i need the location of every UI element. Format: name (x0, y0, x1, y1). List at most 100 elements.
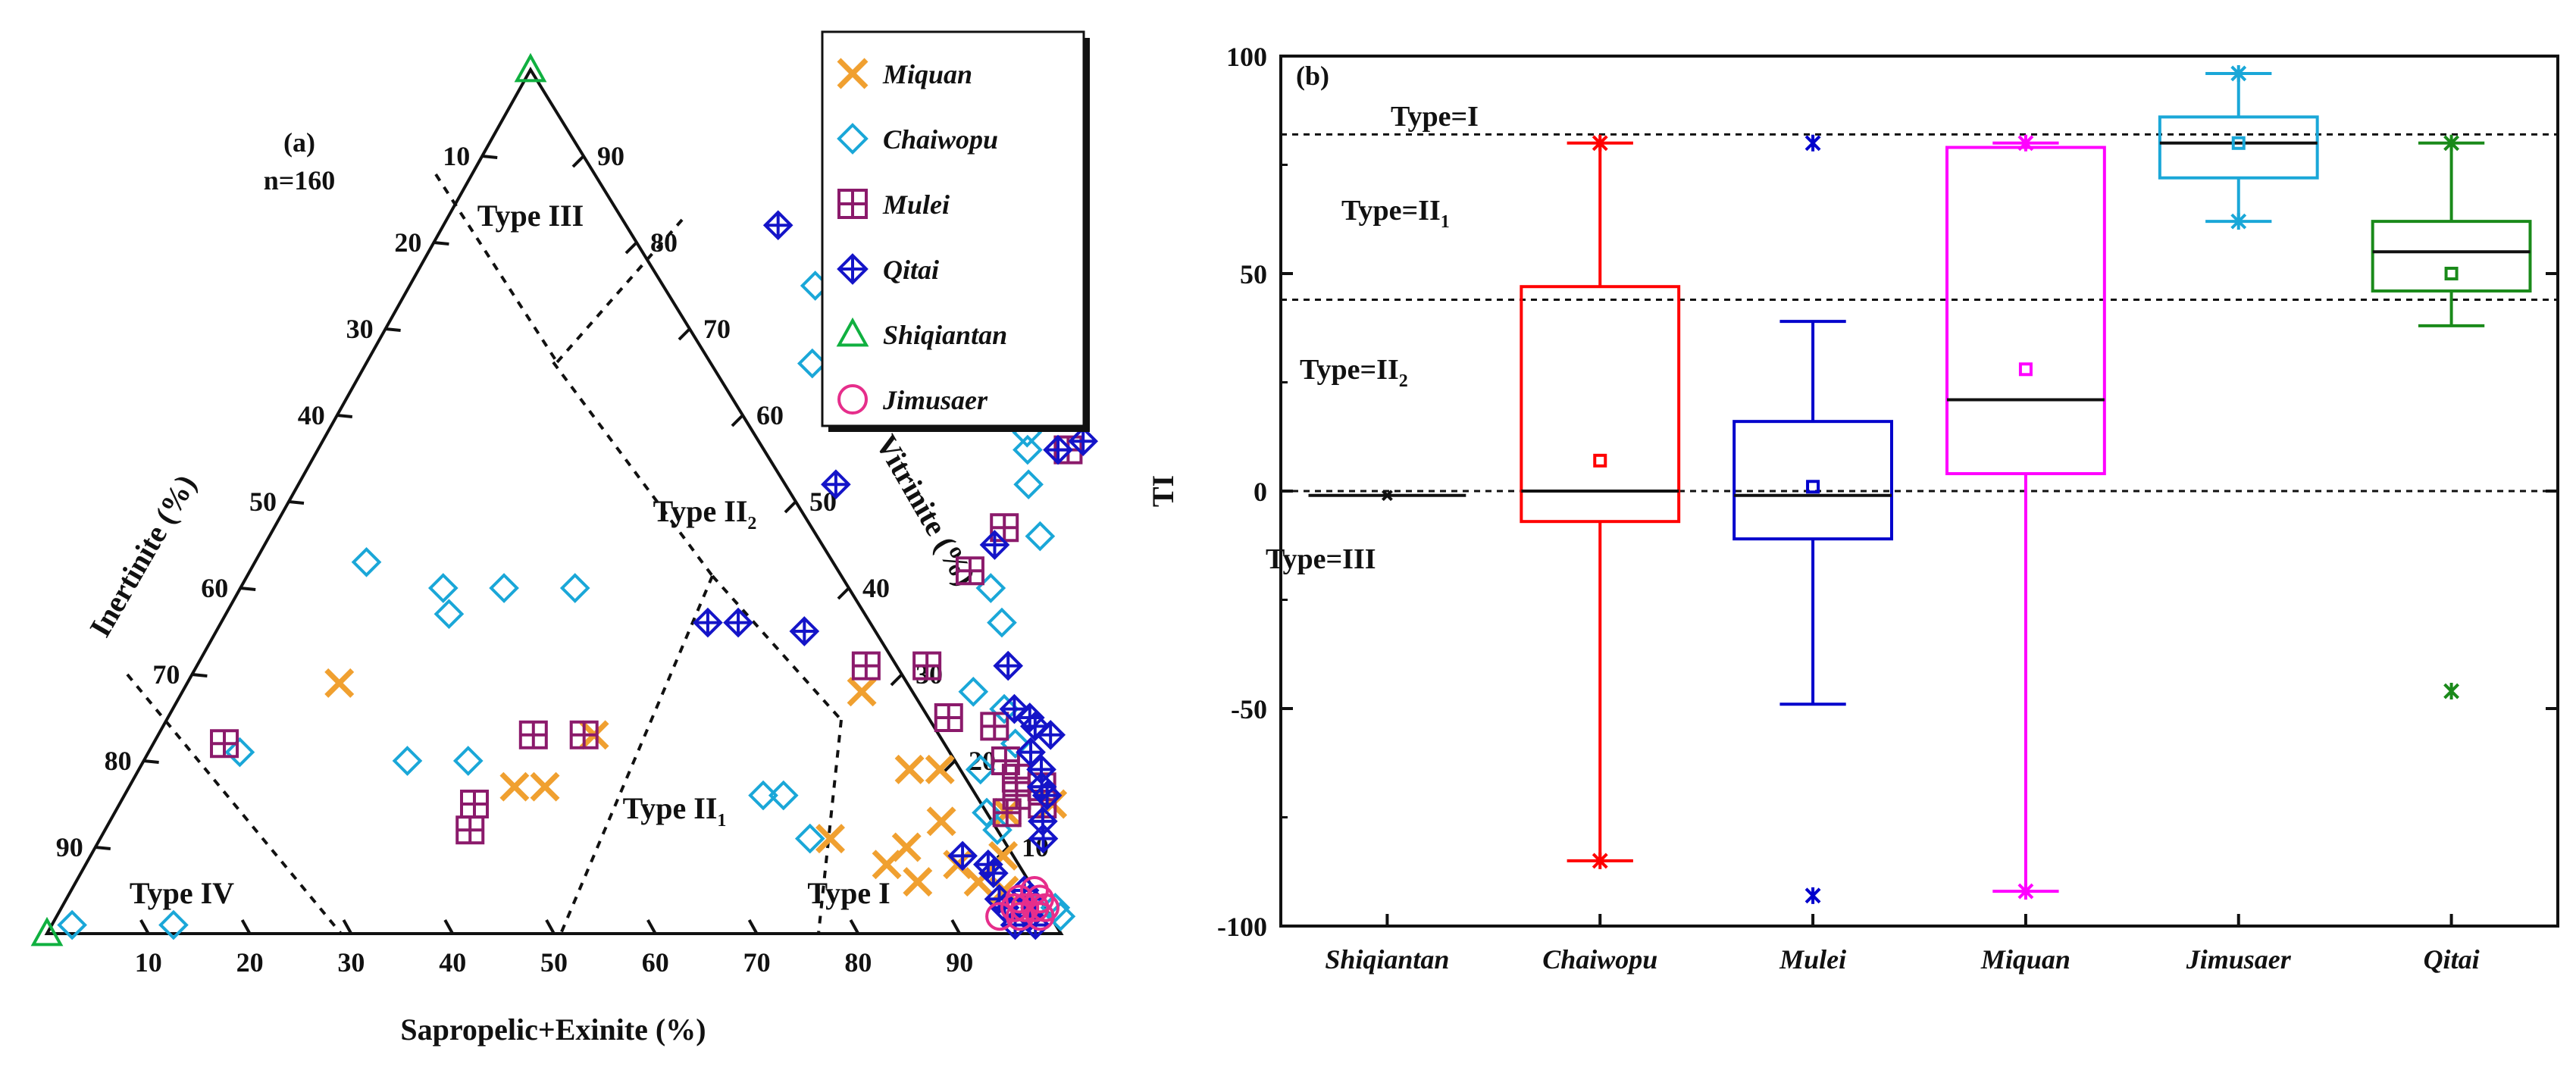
data-point-chaiwopu (989, 693, 1019, 724)
right-tick (943, 759, 956, 773)
bottom-tick (545, 919, 556, 934)
data-point-chaiwopu (392, 746, 423, 776)
region-label: Type III (477, 199, 584, 233)
sample-count: n=160 (264, 165, 336, 196)
panel-label: (b) (1296, 61, 1329, 91)
left-tick (434, 241, 449, 246)
bottom-tick-label: 30 (337, 947, 365, 978)
data-point-chaiwopu (1025, 521, 1056, 552)
legend-marker-chaiwopu (837, 123, 869, 155)
left-axis-label: Inertinite (%) (83, 469, 202, 643)
data-point-qitai (978, 858, 1009, 889)
left-tick-label: 40 (298, 400, 325, 430)
data-point-mulei (912, 651, 942, 681)
mean-marker (2018, 362, 2033, 377)
box-miquan (1945, 134, 2106, 900)
y-tick-label: -50 (1231, 694, 1267, 724)
data-point-jimusaer (985, 902, 1015, 931)
type-threshold-label: Type=II2 (1300, 354, 1408, 391)
x-tick-label: Shiqiantan (1325, 944, 1449, 975)
bottom-axis-label: Sapropelic+Exinite (%) (400, 1012, 706, 1047)
bottom-tick-label: 70 (743, 947, 771, 978)
iqr-box (1945, 146, 2106, 476)
data-point-chaiwopu (768, 780, 799, 811)
mean-marker (1806, 480, 1820, 494)
extreme-marker (2443, 683, 2459, 700)
left-tick (482, 155, 498, 159)
legend-marker-shiqiantan (836, 317, 869, 347)
right-tick-label: 60 (756, 400, 784, 430)
legend-box (821, 30, 1085, 427)
x-tick-label: Chaiwopu (1542, 944, 1657, 975)
x-tick-label: Mulei (1779, 944, 1846, 975)
data-point-qitai (723, 607, 753, 638)
y-tick-label: 0 (1254, 477, 1267, 507)
data-point-jimusaer (1005, 884, 1034, 914)
data-point-chaiwopu (794, 823, 825, 854)
left-tick-label: 10 (443, 141, 470, 171)
extreme-marker (2017, 134, 2034, 152)
data-point-qitai (821, 469, 851, 500)
region-boundary-line (556, 218, 684, 364)
data-point-chaiwopu (158, 909, 189, 940)
region-label: Type IV (130, 876, 234, 910)
data-point-chaiwopu (748, 780, 778, 811)
data-point-chaiwopu (1013, 434, 1043, 465)
extreme-marker (1592, 134, 1608, 152)
data-point-qitai (1068, 426, 1098, 457)
bottom-tick-label: 40 (439, 947, 466, 978)
legend-marker-jimusaer (837, 384, 868, 415)
data-point-chaiwopu (57, 909, 87, 940)
data-point-miquan (815, 824, 846, 854)
data-point-miquan (926, 806, 956, 837)
bottom-tick (443, 919, 454, 934)
left-tick-label: 70 (152, 659, 180, 690)
iqr-box (2371, 220, 2532, 293)
right-tick (624, 241, 638, 255)
data-point-qitai (1035, 719, 1066, 750)
extreme-marker (2230, 64, 2247, 82)
data-point-mulei (980, 712, 1009, 741)
left-tick-label: 20 (394, 227, 421, 258)
bottom-tick-label: 60 (642, 947, 669, 978)
right-tick-label: 80 (650, 227, 678, 258)
left-tick-label: 80 (105, 746, 132, 776)
data-point-chaiwopu (434, 599, 465, 630)
extreme-marker (2230, 213, 2247, 230)
data-point-chaiwopu (559, 573, 590, 603)
legend-label: Shiqiantan (883, 320, 1007, 350)
legend-label: Mulei (882, 189, 950, 220)
type-threshold-label: Type=II1 (1341, 195, 1450, 232)
right-tick (731, 414, 744, 427)
bottom-tick-label: 50 (540, 947, 568, 978)
legend-label: Miquan (882, 59, 972, 89)
data-point-jimusaer (1005, 902, 1034, 931)
x-tick-label: Miquan (1980, 944, 2071, 975)
left-tick-label: 30 (346, 314, 374, 344)
left-tick (288, 500, 305, 505)
y-tick-label: 50 (1240, 259, 1267, 289)
data-point-mulei (992, 798, 1022, 828)
data-point-mulei (991, 746, 1020, 775)
extreme-marker (1804, 887, 1821, 904)
data-point-mulei (990, 513, 1019, 543)
left-tick-label: 60 (201, 573, 228, 603)
right-tick (890, 673, 903, 687)
data-point-qitai (1028, 823, 1059, 854)
bottom-tick (139, 919, 150, 934)
region-boundary-line (817, 719, 843, 934)
region-boundary-line (126, 673, 343, 935)
mean-marker (1593, 453, 1607, 468)
data-point-miquan (903, 867, 933, 897)
extreme-marker (2017, 883, 2034, 900)
x-tick-label: Jimusaer (2186, 944, 2292, 975)
data-point-qitai (789, 616, 820, 646)
right-tick-label: 50 (809, 487, 837, 517)
ternary-panel: 10 20 30 40 50 60 70 80 90 10 20 30 40 50 60 70 80 90 90 80… (30, 30, 1098, 1047)
data-point-qitai (1016, 737, 1046, 768)
legend-label: Jimusaer (882, 385, 988, 415)
data-point-shiqiantan (514, 52, 547, 83)
data-point-miquan (324, 668, 355, 698)
bottom-tick (950, 919, 961, 934)
boxplot-panel: -100 -50 0 50 100 TI (b) Type=I Type=II1 Type=II2… (1146, 42, 2559, 975)
